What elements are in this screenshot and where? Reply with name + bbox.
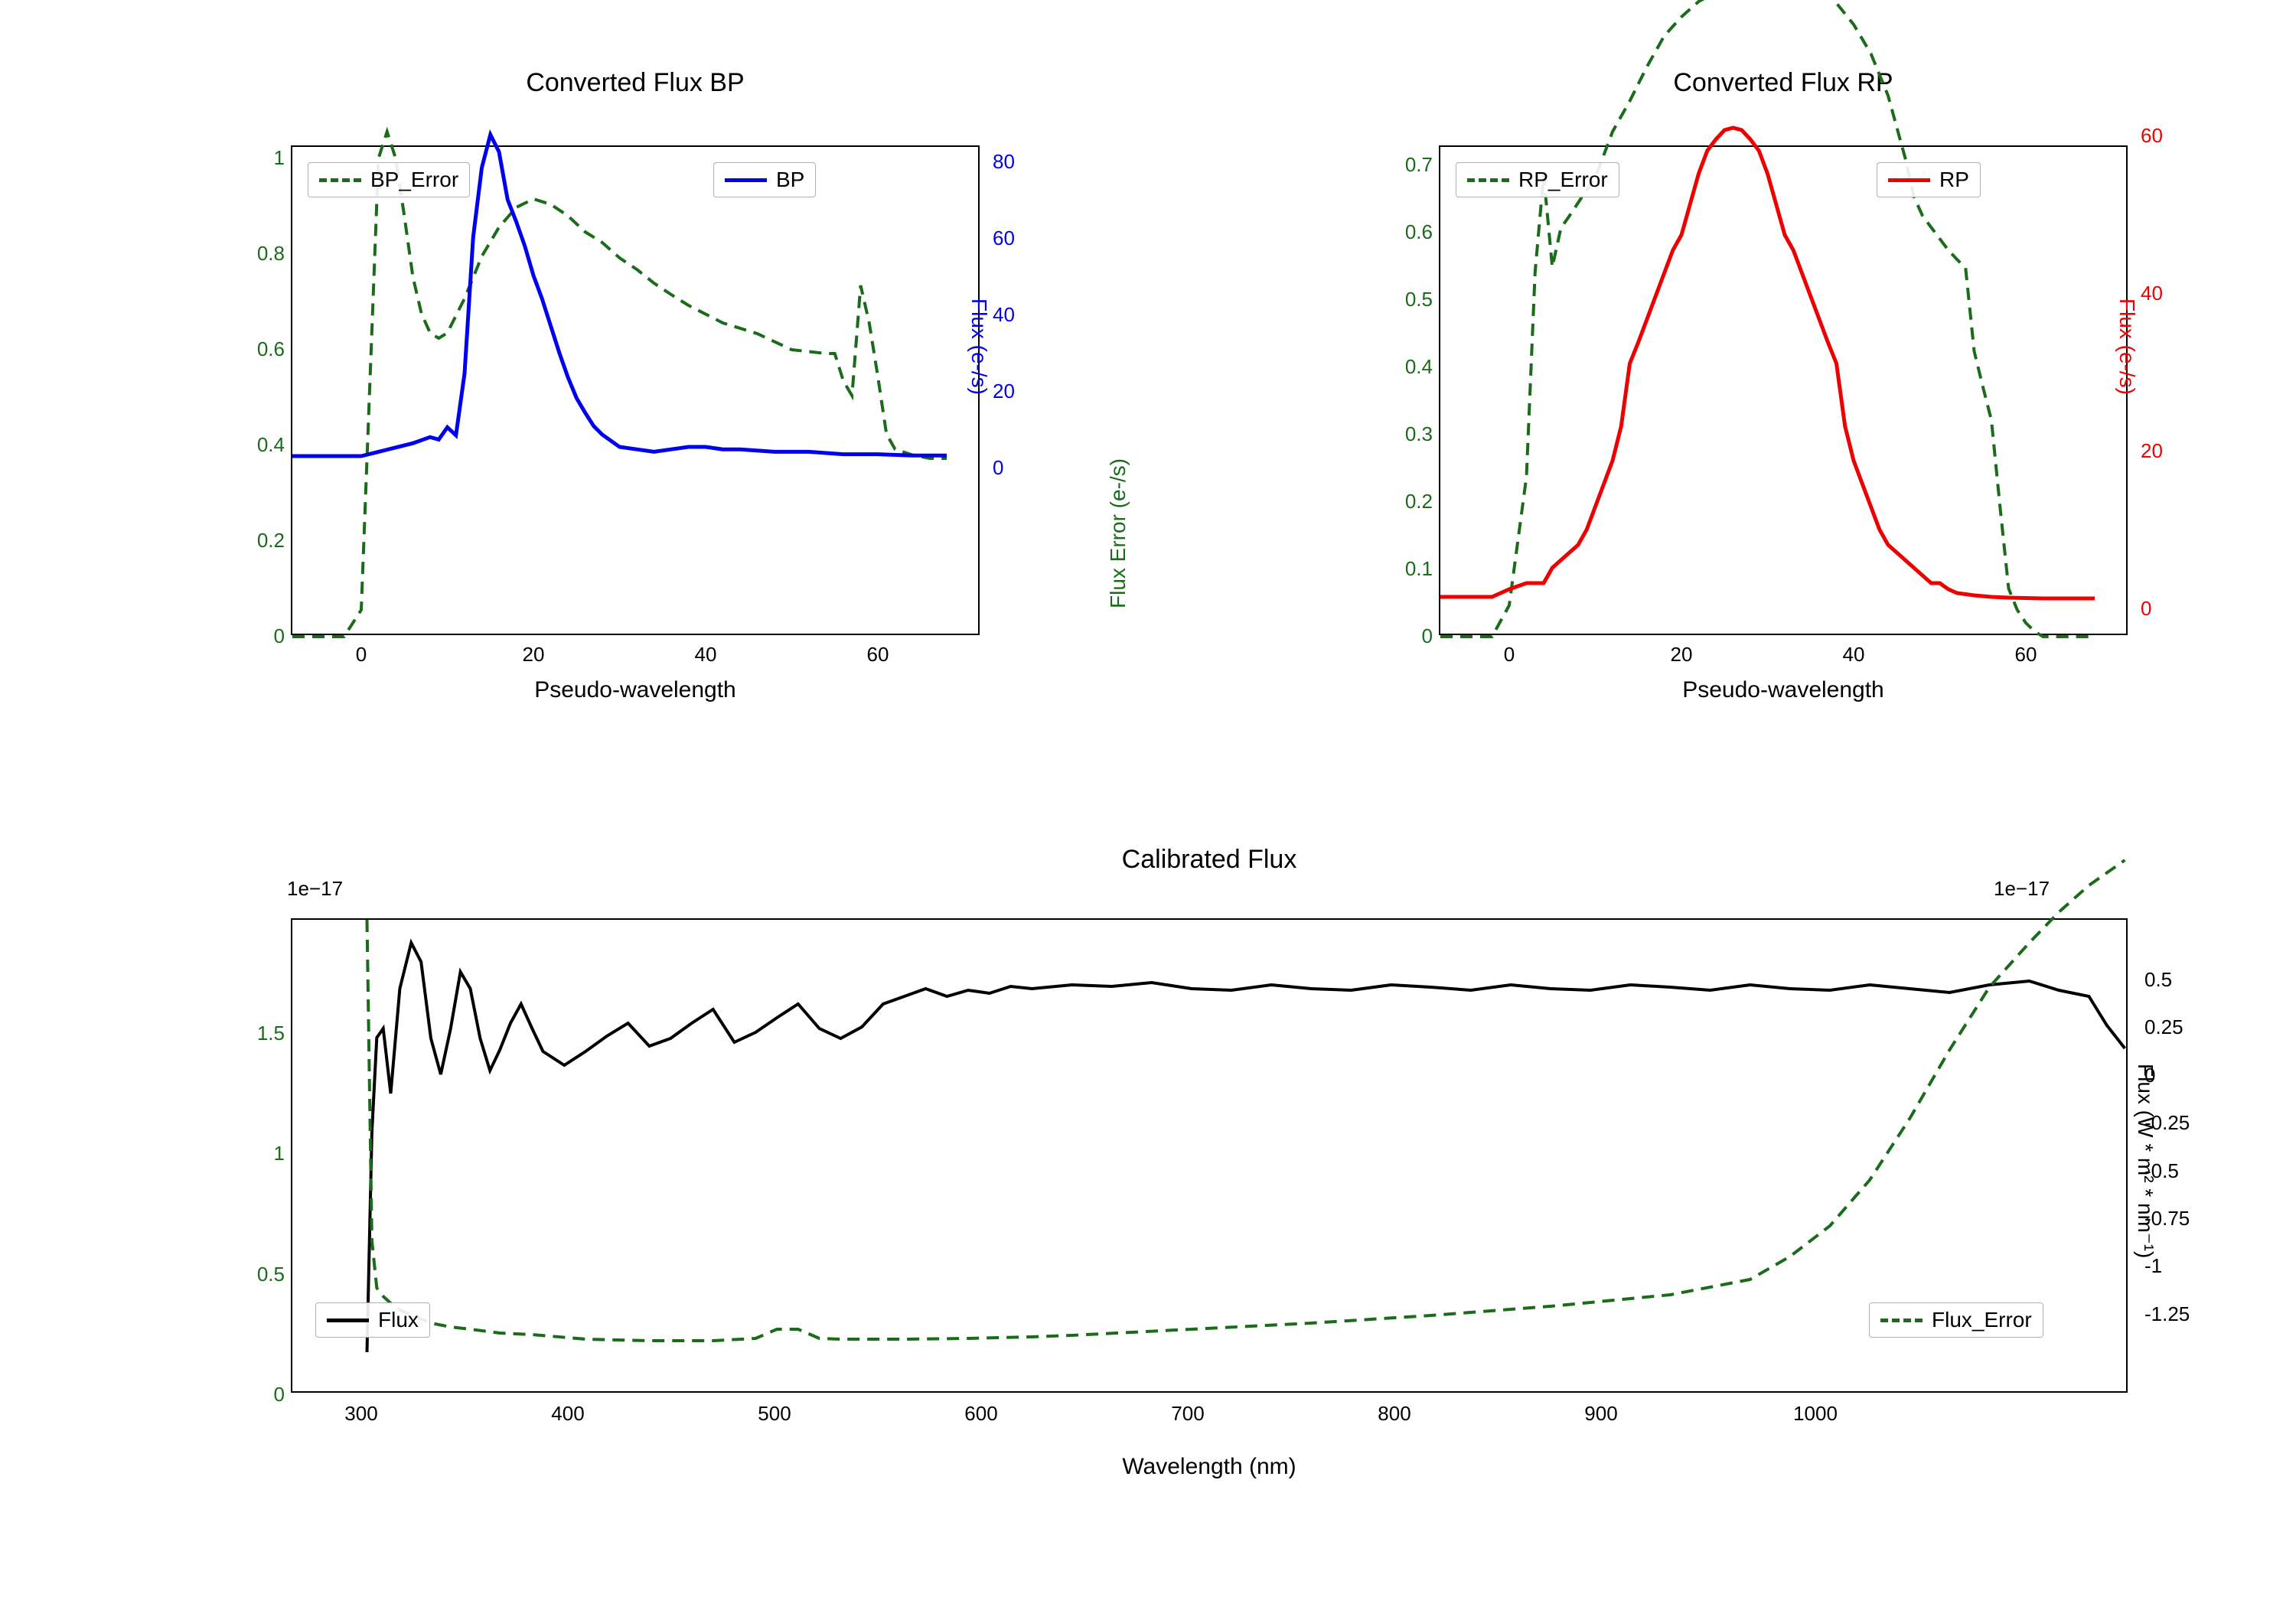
bp-legend-flux[interactable]: BP bbox=[713, 162, 816, 197]
cal-xtick-4: 700 bbox=[1157, 1402, 1218, 1426]
bp-ytick-right-3: 60 bbox=[993, 227, 1031, 250]
cal-xlabel: Wavelength (nm) bbox=[142, 1454, 2277, 1480]
cal-xtick-6: 900 bbox=[1570, 1402, 1632, 1426]
calibrated-flux-curve bbox=[367, 943, 2125, 1352]
bp-error-curve bbox=[292, 132, 947, 637]
rp-ytick-left-5: 0.5 bbox=[1387, 288, 1433, 311]
rp-xtick-2: 40 bbox=[1838, 643, 1869, 667]
cal-xtick-0: 300 bbox=[331, 1402, 392, 1426]
bp-legend-error-line bbox=[319, 178, 361, 182]
rp-ytick-left-7: 0.7 bbox=[1387, 153, 1433, 177]
cal-ylabel-right: Flux (W * m² * nm⁻¹) bbox=[2133, 1064, 2158, 1258]
calibrated-exp-right: 1e−17 bbox=[1994, 877, 2050, 901]
rp-flux-curve bbox=[1440, 128, 2095, 598]
rp-ytick-left-1: 0.1 bbox=[1387, 557, 1433, 581]
panel-rp: Converted Flux RP 0 20 40 60 0 0.1 0.2 0… bbox=[1290, 73, 2277, 761]
rp-xlabel: Pseudo-wavelength bbox=[1290, 677, 2277, 703]
bp-ytick-right-2: 40 bbox=[993, 303, 1031, 327]
bp-ytick-left-3: 0.6 bbox=[239, 337, 285, 361]
panel-calibrated: Calibrated Flux 1e−17 1e−17 300 400 500 … bbox=[142, 849, 2277, 1538]
cal-legend-flux-line bbox=[327, 1319, 369, 1322]
bp-ytick-right-4: 80 bbox=[993, 150, 1031, 174]
bp-plot-box: 0 20 40 60 0 0.2 0.4 0.6 0.8 1 0 20 40 6… bbox=[291, 145, 980, 635]
bp-ytick-left-1: 0.2 bbox=[239, 529, 285, 553]
cal-legend-flux[interactable]: Flux bbox=[315, 1302, 430, 1338]
cal-ytick-left-2: 1 bbox=[239, 1142, 285, 1165]
cal-ytick-left-0: 0 bbox=[239, 1383, 285, 1407]
cal-xtick-1: 400 bbox=[537, 1402, 598, 1426]
rp-plot-box: 0 20 40 60 0 0.1 0.2 0.3 0.4 0.5 0.6 0.7… bbox=[1439, 145, 2128, 635]
bp-ytick-left-0: 0 bbox=[239, 624, 285, 648]
cal-xtick-3: 600 bbox=[951, 1402, 1012, 1426]
cal-legend-error[interactable]: Flux_Error bbox=[1869, 1302, 2043, 1338]
bp-ytick-right-1: 20 bbox=[993, 380, 1031, 403]
bp-title: Converted Flux BP bbox=[142, 68, 1129, 98]
calibrated-title: Calibrated Flux bbox=[142, 845, 2277, 875]
cal-ytick-right-0: -1.25 bbox=[2144, 1302, 2221, 1326]
calibrated-error-curve bbox=[367, 860, 2125, 1341]
bp-ytick-left-5: 1 bbox=[239, 146, 285, 170]
rp-legend-error-line bbox=[1467, 178, 1509, 182]
calibrated-exp-left: 1e−17 bbox=[287, 877, 343, 901]
rp-ytick-left-4: 0.4 bbox=[1387, 355, 1433, 379]
rp-ytick-left-6: 0.6 bbox=[1387, 220, 1433, 244]
cal-ytick-right-7: 0.5 bbox=[2144, 968, 2221, 992]
rp-ylabel-right: Flux (e-/s) bbox=[2115, 298, 2139, 395]
bp-xtick-2: 40 bbox=[690, 643, 721, 667]
rp-title: Converted Flux RP bbox=[1290, 68, 2277, 98]
bp-xtick-3: 60 bbox=[863, 643, 893, 667]
bp-ytick-right-0: 0 bbox=[993, 456, 1031, 480]
rp-ytick-left-3: 0.3 bbox=[1387, 422, 1433, 446]
rp-ytick-left-2: 0.2 bbox=[1387, 490, 1433, 513]
cal-xtick-7: 1000 bbox=[1777, 1402, 1854, 1426]
calibrated-plot-box: 300 400 500 600 700 800 900 1000 0 0.5 1… bbox=[291, 918, 2128, 1393]
cal-ytick-left-1: 0.5 bbox=[239, 1263, 285, 1286]
rp-ytick-left-0: 0 bbox=[1387, 624, 1433, 648]
bp-legend-error[interactable]: BP_Error bbox=[308, 162, 470, 197]
bp-ytick-left-2: 0.4 bbox=[239, 433, 285, 457]
bp-xtick-1: 20 bbox=[518, 643, 549, 667]
cal-xtick-5: 800 bbox=[1364, 1402, 1425, 1426]
rp-legend-flux[interactable]: RP bbox=[1877, 162, 1981, 197]
cal-xtick-2: 500 bbox=[744, 1402, 805, 1426]
bp-xtick-0: 0 bbox=[346, 643, 377, 667]
rp-ylabel-left: Flux Error (e-/s) bbox=[1106, 458, 1130, 608]
rp-ytick-right-0: 0 bbox=[2141, 597, 2179, 621]
bp-ylabel-right: Flux (e-/s) bbox=[967, 298, 991, 395]
cal-ytick-left-3: 1.5 bbox=[239, 1022, 285, 1045]
rp-ytick-right-3: 60 bbox=[2141, 124, 2179, 148]
rp-xtick-1: 20 bbox=[1666, 643, 1697, 667]
bp-xlabel: Pseudo-wavelength bbox=[142, 677, 1129, 703]
cal-legend-error-line bbox=[1880, 1319, 1923, 1322]
rp-xtick-0: 0 bbox=[1494, 643, 1525, 667]
rp-legend-error[interactable]: RP_Error bbox=[1456, 162, 1619, 197]
rp-xtick-3: 60 bbox=[2011, 643, 2041, 667]
rp-ytick-right-2: 40 bbox=[2141, 282, 2179, 305]
cal-ytick-right-6: 0.25 bbox=[2144, 1015, 2221, 1039]
rp-ytick-right-1: 20 bbox=[2141, 439, 2179, 463]
bp-legend-flux-line bbox=[725, 178, 767, 182]
bp-ytick-left-4: 0.8 bbox=[239, 242, 285, 266]
rp-legend-flux-line bbox=[1888, 178, 1930, 182]
panel-bp: Converted Flux BP 0 20 40 60 0 0.2 0.4 0… bbox=[142, 73, 1129, 761]
